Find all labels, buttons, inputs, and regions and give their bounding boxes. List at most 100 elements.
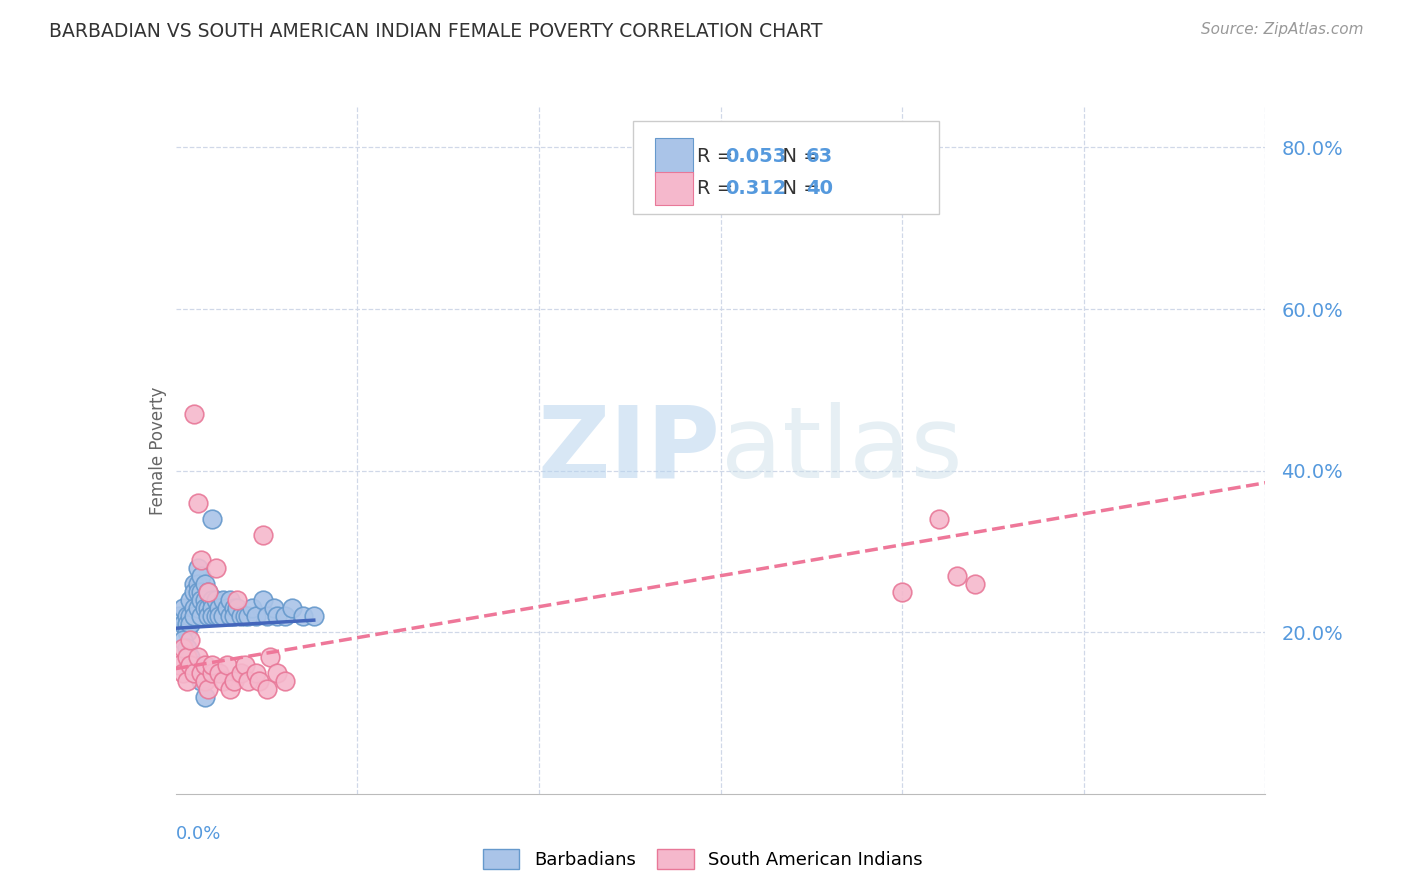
Point	[281, 601, 304, 615]
Point	[259, 649, 281, 664]
Point	[172, 641, 194, 656]
Point	[186, 665, 209, 680]
Point	[186, 560, 209, 574]
Point	[201, 609, 224, 624]
Text: ZIP: ZIP	[537, 402, 721, 499]
Point	[963, 576, 986, 591]
Point	[179, 609, 201, 624]
Point	[176, 609, 198, 624]
Text: BARBADIAN VS SOUTH AMERICAN INDIAN FEMALE POVERTY CORRELATION CHART: BARBADIAN VS SOUTH AMERICAN INDIAN FEMAL…	[49, 22, 823, 41]
Point	[179, 593, 201, 607]
Point	[186, 585, 209, 599]
Point	[245, 609, 267, 624]
Point	[215, 657, 238, 672]
Point	[928, 512, 950, 526]
Point	[219, 593, 242, 607]
Point	[256, 681, 278, 696]
Point	[252, 593, 274, 607]
FancyBboxPatch shape	[655, 138, 693, 176]
Text: 0.312: 0.312	[725, 178, 786, 198]
Point	[194, 593, 217, 607]
Point	[219, 609, 242, 624]
Point	[245, 665, 267, 680]
Point	[208, 665, 231, 680]
Point	[190, 665, 212, 680]
Point	[172, 665, 194, 680]
Point	[190, 552, 212, 566]
Point	[256, 609, 278, 624]
Point	[208, 601, 231, 615]
Point	[201, 657, 224, 672]
Point	[222, 673, 245, 688]
Point	[240, 601, 263, 615]
Legend: Barbadians, South American Indians: Barbadians, South American Indians	[474, 839, 932, 879]
Point	[169, 657, 191, 672]
Point	[186, 576, 209, 591]
Point	[222, 609, 245, 624]
Text: 63: 63	[806, 147, 832, 166]
Point	[186, 496, 209, 510]
Point	[212, 593, 235, 607]
Text: R =: R =	[696, 178, 740, 198]
Point	[190, 568, 212, 582]
Point	[179, 657, 201, 672]
Point	[183, 657, 205, 672]
Point	[176, 649, 198, 664]
FancyBboxPatch shape	[655, 172, 693, 205]
Point	[194, 601, 217, 615]
Text: Source: ZipAtlas.com: Source: ZipAtlas.com	[1201, 22, 1364, 37]
Text: 0.0%: 0.0%	[176, 825, 221, 843]
Point	[263, 601, 285, 615]
Point	[891, 585, 914, 599]
Text: 40: 40	[806, 178, 832, 198]
Point	[215, 601, 238, 615]
Point	[176, 625, 198, 640]
Point	[219, 681, 242, 696]
Point	[231, 609, 253, 624]
Point	[194, 690, 217, 704]
Point	[226, 593, 249, 607]
Point	[201, 601, 224, 615]
Point	[201, 593, 224, 607]
Point	[183, 601, 205, 615]
Point	[197, 601, 219, 615]
Text: N =: N =	[769, 147, 825, 166]
Text: R =: R =	[696, 147, 740, 166]
Point	[238, 673, 260, 688]
Point	[247, 673, 270, 688]
Point	[190, 593, 212, 607]
Point	[201, 665, 224, 680]
Point	[194, 576, 217, 591]
Point	[212, 673, 235, 688]
Point	[274, 673, 297, 688]
Point	[252, 528, 274, 542]
Point	[266, 665, 288, 680]
Point	[212, 609, 235, 624]
Point	[194, 673, 217, 688]
Point	[238, 609, 260, 624]
Point	[190, 673, 212, 688]
Point	[186, 601, 209, 615]
Text: N =: N =	[769, 178, 825, 198]
Point	[204, 609, 226, 624]
Point	[176, 617, 198, 632]
Point	[194, 657, 217, 672]
Point	[190, 609, 212, 624]
Point	[204, 593, 226, 607]
Point	[945, 568, 967, 582]
Point	[186, 649, 209, 664]
Point	[172, 633, 194, 648]
Point	[233, 609, 256, 624]
FancyBboxPatch shape	[633, 120, 939, 213]
Point	[190, 585, 212, 599]
Point	[197, 585, 219, 599]
Point	[222, 601, 245, 615]
Point	[233, 657, 256, 672]
Point	[231, 665, 253, 680]
Point	[172, 601, 194, 615]
Point	[179, 649, 201, 664]
Point	[266, 609, 288, 624]
Point	[176, 641, 198, 656]
Point	[183, 407, 205, 421]
Text: 0.053: 0.053	[725, 147, 786, 166]
